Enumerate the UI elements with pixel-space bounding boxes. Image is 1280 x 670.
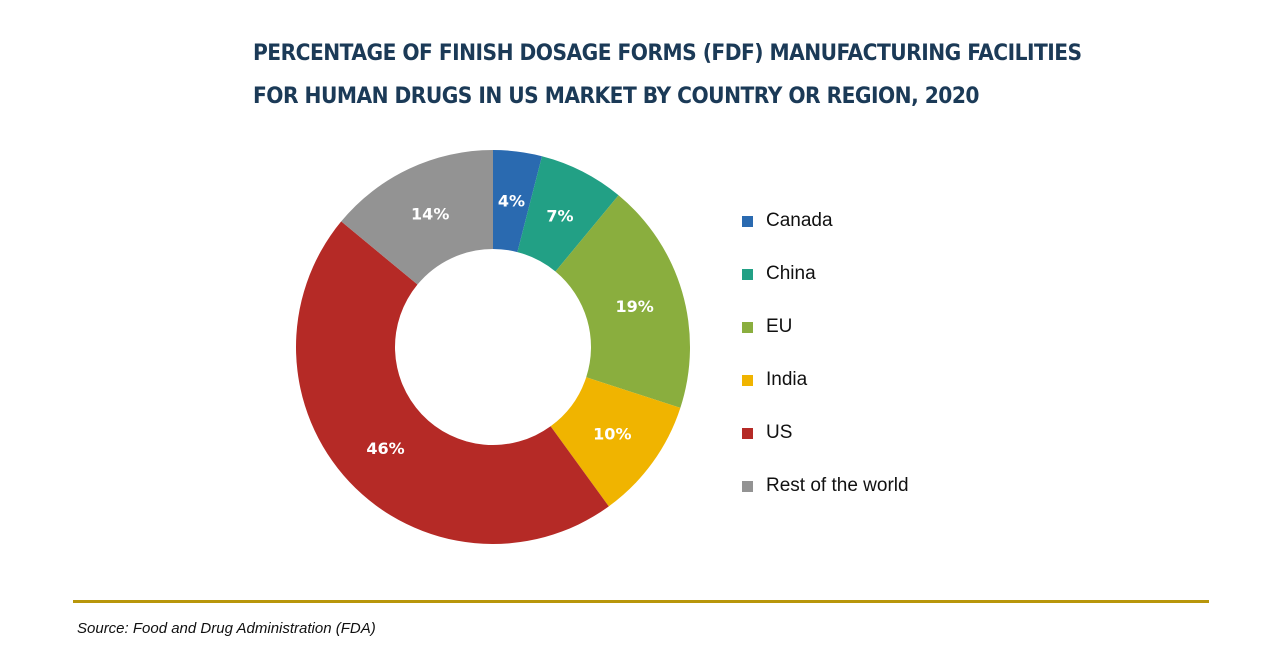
legend-label: US: [766, 422, 793, 443]
data-label: 19%: [615, 297, 653, 316]
legend-swatch: [742, 374, 753, 386]
legend-label: Canada: [766, 210, 833, 231]
legend-item: China: [742, 263, 816, 285]
slice-china: [517, 156, 619, 272]
slice-india: [550, 377, 681, 507]
source-note: Source: Food and Drug Administration (FD…: [77, 620, 376, 637]
legend-label: Rest of the world: [766, 475, 909, 496]
legend-item: EU: [742, 316, 792, 338]
data-label: 14%: [411, 205, 449, 224]
legend-label: India: [766, 369, 808, 390]
data-label: 4%: [498, 192, 525, 211]
slice-us: [296, 221, 609, 544]
legend-swatch: [742, 268, 753, 280]
legend-swatch: [742, 321, 753, 333]
legend-item: India: [742, 369, 807, 391]
legend-swatch: [742, 427, 753, 439]
data-label: 7%: [546, 207, 573, 226]
slice-eu: [555, 195, 690, 408]
chart-title-line-1: PERCENTAGE OF FINISH DOSAGE FORMS (FDF) …: [253, 40, 1082, 66]
legend-item: Rest of the world: [742, 475, 909, 497]
chart-title-line-2: FOR HUMAN DRUGS IN US MARKET BY COUNTRY …: [253, 83, 979, 109]
legend-label: China: [766, 263, 816, 284]
chart-title: PERCENTAGE OF FINISH DOSAGE FORMS (FDF) …: [253, 32, 1117, 118]
legend-label: EU: [766, 316, 793, 337]
legend-item: Canada: [742, 210, 833, 232]
slice-canada: [493, 150, 542, 253]
data-label: 10%: [593, 425, 631, 444]
data-label: 46%: [366, 439, 404, 458]
legend-item: US: [742, 422, 792, 444]
legend-swatch: [742, 480, 753, 492]
slice-rest-of-the-world: [341, 150, 493, 285]
divider: [73, 600, 1209, 603]
legend-swatch: [742, 215, 753, 227]
